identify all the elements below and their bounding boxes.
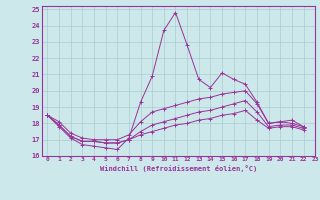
X-axis label: Windchill (Refroidissement éolien,°C): Windchill (Refroidissement éolien,°C) bbox=[100, 165, 257, 172]
